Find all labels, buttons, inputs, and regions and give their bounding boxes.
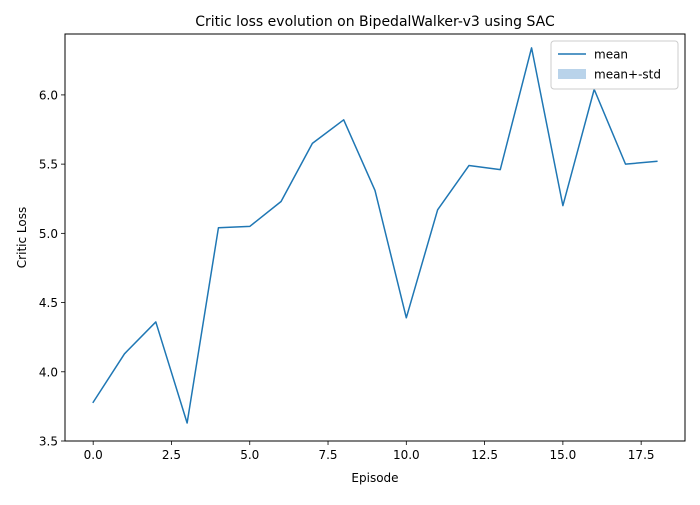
- y-tick-label: 5.5: [39, 158, 58, 172]
- x-tick-label: 2.5: [162, 448, 181, 462]
- y-tick-label: 6.0: [39, 88, 58, 102]
- legend: mean mean+-std: [551, 41, 678, 89]
- x-tick-label: 7.5: [318, 448, 337, 462]
- x-tick-label: 10.0: [393, 448, 420, 462]
- x-tick-label: 15.0: [550, 448, 577, 462]
- legend-label-mean-std: mean+-std: [594, 68, 661, 82]
- y-tick-label: 4.5: [39, 296, 58, 310]
- x-tick-label: 5.0: [240, 448, 259, 462]
- x-axis-label: Episode: [351, 471, 398, 485]
- legend-label-mean: mean: [594, 48, 628, 62]
- legend-patch-swatch: [558, 69, 586, 79]
- y-tick-label: 4.0: [39, 365, 58, 379]
- y-tick-label: 5.0: [39, 227, 58, 241]
- chart-title: Critic loss evolution on BipedalWalker-v…: [195, 14, 555, 30]
- y-axis-label: Critic Loss: [15, 207, 29, 268]
- y-tick-label: 3.5: [39, 435, 58, 449]
- x-tick-label: 12.5: [471, 448, 498, 462]
- x-tick-label: 17.5: [628, 448, 655, 462]
- x-tick-label: 0.0: [84, 448, 103, 462]
